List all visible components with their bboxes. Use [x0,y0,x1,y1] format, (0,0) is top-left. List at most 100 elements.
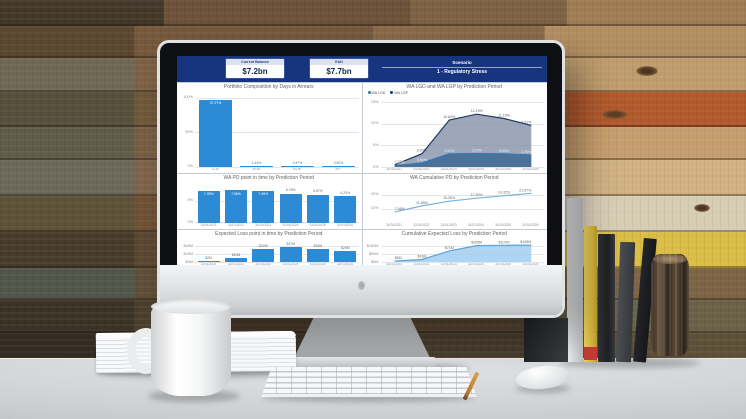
line-chart-canvas[interactable]: 7.46% 11.85% 15.26% 17.50% 19.32% 21.07% [381,181,545,222]
line-chart-canvas[interactable]: 0.50% 3.07% 10.84% 12.19% 11.19% 9.61% 0.30% 0.… [381,95,545,167]
data-label: 2.76% [521,150,532,154]
series-line[interactable] [394,152,531,167]
book-white [567,198,583,362]
coffee-mug [151,305,231,396]
book-dark [598,234,615,362]
x-axis: 31/01/2021 31/01/2022 31/01/2023 31/01/2024… [200,222,353,227]
legend-dot-icon [367,90,371,94]
bar[interactable] [307,194,329,223]
monitor-stand-base [287,357,437,367]
data-label: 10.84% [443,115,456,119]
bar[interactable] [279,247,302,262]
data-label: $16M [417,255,426,259]
data-label: 9.61% [521,120,532,124]
card-label: EAD [310,59,368,65]
y-axis: 5% 0% [187,198,194,224]
keyboard-shadow [262,393,476,402]
bar[interactable] [225,258,247,262]
chart-legend: WA LGD WA LGP [365,90,545,96]
chart-title: WA Cumulative PD by Prediction Period [410,174,499,181]
plot-area[interactable]: 7.39% 7.56% 7.46% 6.76% 6.57% 6.20% [195,181,359,224]
bar[interactable] [252,190,275,223]
plot-area[interactable]: 97.27% 1.44% 0.47% 0.52% [195,91,359,168]
series-line[interactable] [393,113,531,166]
brand-logo [358,281,365,290]
y-axis: 15% 10% 5% 0% [370,99,379,169]
scenario-selector[interactable]: Scenario 1 - Regulatory Stress [382,60,542,75]
plot-area[interactable]: $2M $10M $32M $37M $32M $28M [195,237,359,264]
wood-plank [0,0,746,26]
bar[interactable] [197,191,220,223]
monitor-stand-neck [292,316,432,362]
bar[interactable] [225,190,247,223]
charts-grid: Portfolio Composition by Days in Arrears… [177,82,547,268]
data-label: 0.50% [394,160,405,164]
plot-area[interactable]: 7.46% 11.85% 15.26% 17.50% 19.32% 21.07% [380,181,545,222]
series-line[interactable] [394,192,531,213]
plot-area[interactable]: $6M $16M $71M $105M $107M $108M [380,237,545,264]
legend-item[interactable]: WA LGD [367,90,385,96]
bar[interactable] [307,249,329,262]
chart-wa-pd-point-in-time[interactable]: WA PD point in time by Prediction Period… [177,173,362,229]
chart-wa-lgd-lgp[interactable]: WA LGD and WA LGP by Prediction Period WA… [362,83,547,173]
chart-cumulative-expected-loss[interactable]: Cumulative Expected Loss by Prediction P… [362,229,547,268]
current-balance-card[interactable]: Current Balance $7.2bn [225,58,285,79]
chart-title: WA PD point in time by Prediction Period [223,174,314,181]
dark-book [524,318,568,362]
data-label: $6M [394,256,401,260]
x-axis: 31/01/2021 31/01/2022 31/01/2023 31/01/2024… [200,262,353,266]
dashboard-header: Current Balance $7.2bn EAD $7.7bn Scenar… [177,56,547,82]
chart-expected-loss-point-in-time[interactable]: Expected Loss point in time by Predictio… [177,229,362,268]
bar[interactable] [334,196,357,223]
data-label: 7.46% [394,207,405,211]
monitor-screen: Current Balance $7.2bn EAD $7.7bn Scenar… [177,56,547,268]
scenario-label: Scenario [382,60,542,68]
data-label: 12.19% [470,109,483,113]
bar[interactable] [240,165,273,167]
y-axis: 20% 10% [370,192,379,211]
chart-portfolio-composition[interactable]: Portfolio Composition by Days in Arrears… [177,83,362,173]
bar[interactable] [252,249,275,262]
book-red-label [584,347,597,360]
scenario-value: 1 - Regulatory Stress [436,69,488,75]
y-axis: $40M $20M $0M [183,243,194,264]
y-axis: 100% 50% 0% [183,95,193,168]
data-label: 0.30% [394,161,405,165]
data-label: 3.02% [444,149,455,153]
x-axis: 31/01/2021 31/01/2022 31/01/2023 31/01/2024… [386,262,539,266]
data-label: 21.07% [519,188,532,192]
ead-card[interactable]: EAD $7.7bn [309,58,369,79]
data-label: $108M [520,240,531,244]
chart-wa-cumulative-pd[interactable]: WA Cumulative PD by Prediction Period 20%… [362,173,547,229]
line-chart-canvas[interactable]: $6M $16M $71M $105M $107M $108M [381,237,545,263]
x-axis: 31/01/2021 31/01/2022 31/01/2023 31/01/2024… [386,222,539,227]
series-line[interactable] [394,244,531,262]
books-shadow [560,358,700,368]
plot-area[interactable]: 0.50% 3.07% 10.84% 12.19% 11.19% 9.61% 0.30% 0.… [380,95,545,168]
legend-item[interactable]: WA LGP [390,90,408,96]
card-value: $7.7bn [326,67,352,76]
data-label: 17.50% [470,193,483,197]
data-label: 11.19% [498,114,511,118]
data-label: 15.26% [443,196,456,200]
bar[interactable] [199,99,232,167]
data-label: 11.85% [416,201,429,205]
data-label: 0.92% [416,158,427,162]
data-label: $107M [498,240,509,244]
bar[interactable] [279,193,302,223]
x-axis: 31/01/2021 31/01/2022 31/01/2023 31/01/2024… [386,166,539,171]
chart-title: Portfolio Composition by Days in Arrears [223,84,314,90]
series-area [394,153,531,167]
data-label: $71M [444,246,453,250]
book-yellow [584,226,597,362]
data-label: 19.32% [497,191,510,195]
chart-title: Expected Loss point in time by Predictio… [215,230,323,237]
x-axis: 0-30 30-60 60-90 90+ [212,166,341,171]
wood-knot [602,110,628,119]
mug-rim [151,299,231,314]
bar[interactable] [197,261,220,262]
keyboard [261,367,477,397]
data-label: $105M [471,241,482,245]
bar[interactable] [334,250,357,262]
